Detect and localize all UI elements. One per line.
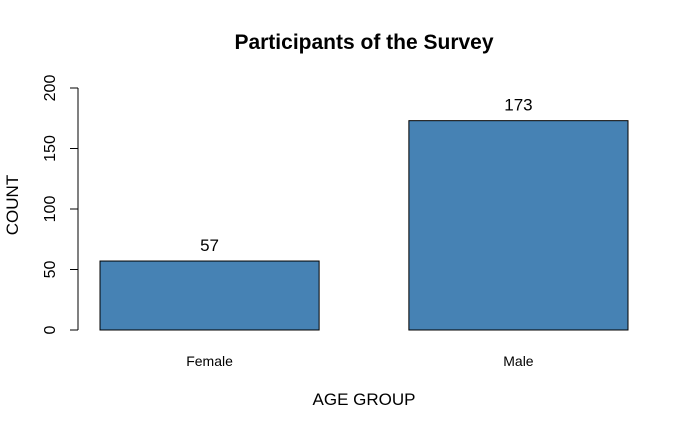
y-tick-label: 50	[42, 261, 59, 279]
y-axis: 0 50 100 150 200	[42, 75, 79, 334]
bar-male	[408, 120, 629, 331]
y-tick-label: 100	[42, 196, 59, 223]
category-label-male: Male	[503, 353, 534, 369]
category-labels-group: Female Male	[186, 353, 534, 369]
category-label-female: Female	[186, 353, 233, 369]
y-axis-label: COUNT	[3, 175, 22, 235]
y-tick-label: 200	[42, 75, 59, 102]
chart-title: Participants of the Survey	[234, 31, 493, 54]
bar-female	[99, 260, 320, 331]
y-tick-label: 0	[42, 325, 59, 334]
data-label-male: 173	[504, 96, 532, 115]
data-labels-group: 57 173	[200, 96, 533, 255]
y-tick-label: 150	[42, 135, 59, 162]
x-axis-label: AGE GROUP	[313, 390, 416, 409]
data-label-female: 57	[200, 236, 219, 255]
bars-group	[99, 120, 629, 331]
